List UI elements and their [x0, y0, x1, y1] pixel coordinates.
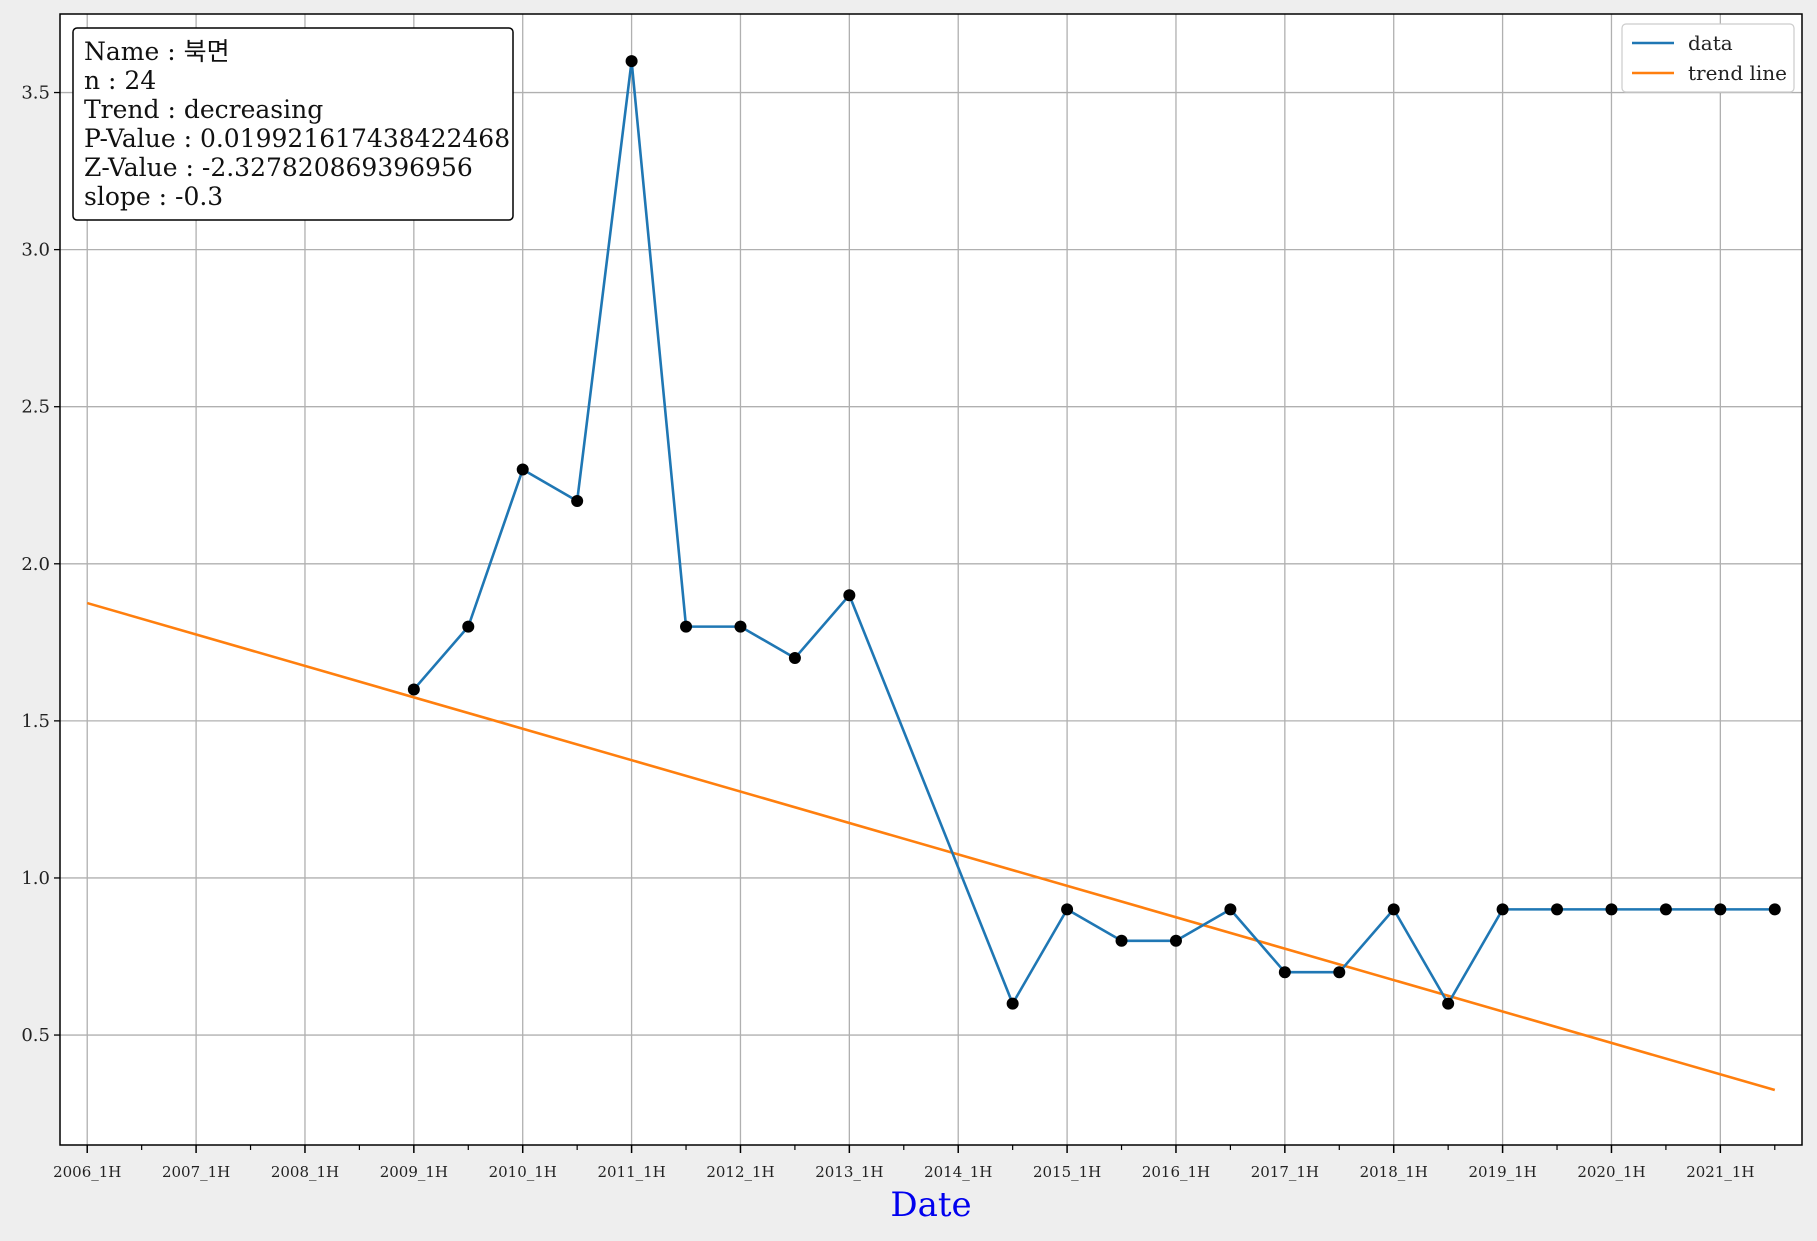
x-axis-label: Date — [890, 1185, 971, 1225]
legend-label-trend-line: trend line — [1688, 61, 1787, 85]
info-box-frame — [72, 27, 514, 221]
data-point — [1551, 903, 1564, 916]
data-point — [734, 620, 747, 633]
x-tick-label: 2013_1H — [815, 1163, 883, 1181]
data-point — [1768, 903, 1781, 916]
y-tick-label: 1.5 — [21, 711, 50, 732]
y-tick-label: 2.0 — [21, 554, 50, 575]
y-tick-label: 3.5 — [21, 83, 50, 104]
data-point — [1006, 997, 1019, 1010]
info-n: n : 24 — [84, 66, 156, 95]
x-tick-label: 2019_1H — [1468, 1163, 1536, 1181]
x-tick-label: 2021_1H — [1686, 1163, 1754, 1181]
y-tick-label: 3.0 — [21, 240, 50, 261]
info-trend: Trend : decreasing — [84, 95, 323, 124]
data-point — [1714, 903, 1727, 916]
data-point — [1605, 903, 1618, 916]
x-tick-label: 2014_1H — [924, 1163, 992, 1181]
data-point — [625, 55, 638, 68]
series-layer — [86, 55, 1781, 1092]
x-tick-label: 2009_1H — [380, 1163, 448, 1181]
x-axis: 2006_1H 2007_1H 2008_1H 2009_1H 2010_1H 2011_… — [53, 1145, 1776, 1181]
info-slope: slope : -0.3 — [84, 182, 223, 211]
x-tick-label: 2020_1H — [1577, 1163, 1645, 1181]
data-point — [1333, 966, 1346, 979]
legend-frame — [1621, 23, 1795, 93]
data-point — [407, 683, 420, 696]
x-tick-label: 2008_1H — [271, 1163, 339, 1181]
data-point — [1442, 997, 1455, 1010]
legend: data trend line — [1621, 23, 1795, 93]
info-box: Name : 북면 n : 24 Trend : decreasing P-Va… — [72, 27, 514, 221]
data-series-line — [412, 59, 1775, 1005]
x-tick-label: 2018_1H — [1360, 1163, 1428, 1181]
data-point — [1061, 903, 1074, 916]
y-axis: 0.5 1.0 1.5 2.0 2.5 3.0 3.5 — [21, 83, 60, 1046]
x-tick-label: 2007_1H — [162, 1163, 230, 1181]
info-z-value: Z-Value : -2.327820869396956 — [84, 153, 473, 182]
data-point — [1496, 903, 1509, 916]
data-point — [1278, 966, 1291, 979]
y-tick-label: 2.5 — [21, 397, 50, 418]
data-point — [516, 463, 529, 476]
x-tick-label: 2017_1H — [1251, 1163, 1319, 1181]
x-tick-label: 2010_1H — [489, 1163, 557, 1181]
data-point — [680, 620, 693, 633]
info-p-value: P-Value : 0.019921617438422468 — [84, 124, 510, 153]
x-tick-label: 2016_1H — [1142, 1163, 1210, 1181]
data-point — [1224, 903, 1237, 916]
y-tick-label: 0.5 — [21, 1025, 50, 1046]
data-point — [843, 589, 856, 602]
data-point — [1115, 934, 1128, 947]
data-point — [462, 620, 475, 633]
data-point — [1659, 903, 1672, 916]
x-tick-label: 2011_1H — [597, 1163, 665, 1181]
plot-frame — [59, 13, 1803, 1146]
x-tick-label: 2006_1H — [53, 1163, 121, 1181]
legend-label-data: data — [1688, 31, 1733, 55]
trend-line-series — [86, 601, 1776, 1092]
info-name: Name : 북면 — [84, 37, 230, 66]
y-tick-label: 1.0 — [21, 868, 50, 889]
data-point — [1387, 903, 1400, 916]
x-tick-label: 2015_1H — [1033, 1163, 1101, 1181]
x-tick-label: 2012_1H — [706, 1163, 774, 1181]
data-point — [1169, 934, 1182, 947]
data-point — [571, 494, 584, 507]
data-point — [788, 652, 801, 665]
